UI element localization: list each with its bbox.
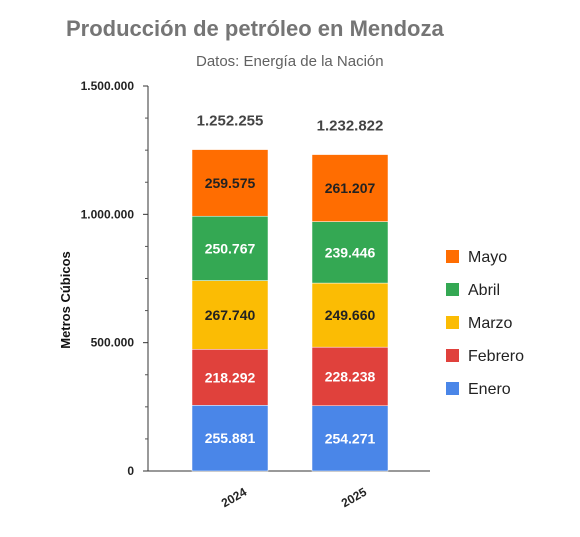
bar-segment-label: 228.238 (325, 368, 376, 384)
legend-label: Abril (468, 282, 500, 299)
legend-label: Febrero (468, 348, 524, 365)
legend: Mayo Abril Marzo Febrero Enero (446, 249, 524, 398)
bar-segment (311, 154, 389, 222)
bar-segment (311, 346, 389, 406)
legend-swatch (446, 382, 459, 395)
bar-segment (191, 349, 269, 406)
bar-segment-label: 255.881 (205, 430, 256, 446)
legend-label: Marzo (468, 315, 513, 332)
bar-segment-label: 250.767 (205, 240, 256, 256)
bar-total-label: 1.232.822 (317, 118, 384, 135)
legend-swatch (446, 349, 459, 362)
legend-label: Enero (468, 381, 511, 398)
bar-segment (311, 282, 389, 348)
legend-swatch (446, 250, 459, 263)
legend-swatch (446, 316, 459, 329)
y-axis-label: Metros Cúbicos (58, 251, 73, 349)
legend-swatch (446, 283, 459, 296)
y-tick-label: 0 (127, 464, 134, 478)
bar-segment (311, 221, 389, 284)
axes: 0 500.000 1.000.000 1.500.000 Metros Cúbicos (58, 79, 430, 478)
bar-segment-label: 261.207 (325, 180, 376, 196)
bar-segment-label: 267.740 (205, 307, 256, 323)
bar-segment-label: 239.446 (325, 244, 376, 260)
bar-total-label: 1.252.255 (197, 113, 264, 130)
bar-segment (191, 280, 269, 350)
y-tick-label: 1.000.000 (81, 207, 135, 221)
bar-segment (311, 405, 389, 472)
bar-segment-label: 254.271 (325, 430, 376, 446)
legend-label: Mayo (468, 249, 507, 266)
x-category-label: 2024 (219, 485, 249, 511)
bar-segment-label: 218.292 (205, 369, 256, 385)
bar-segment-label: 259.575 (205, 175, 256, 191)
y-tick-label: 1.500.000 (81, 79, 135, 93)
y-tick-label: 500.000 (91, 336, 135, 350)
chart-subtitle: Datos: Energía de la Nación (196, 53, 384, 70)
bar-segment-label: 249.660 (325, 307, 376, 323)
bar-segment (191, 149, 269, 217)
bars: 255.881 218.292 267.740 250.767 259.575 1.252… (191, 113, 389, 511)
bar-segment (191, 215, 269, 281)
chart-title: Producción de petróleo en Mendoza (66, 16, 444, 41)
x-category-label: 2025 (339, 485, 369, 511)
